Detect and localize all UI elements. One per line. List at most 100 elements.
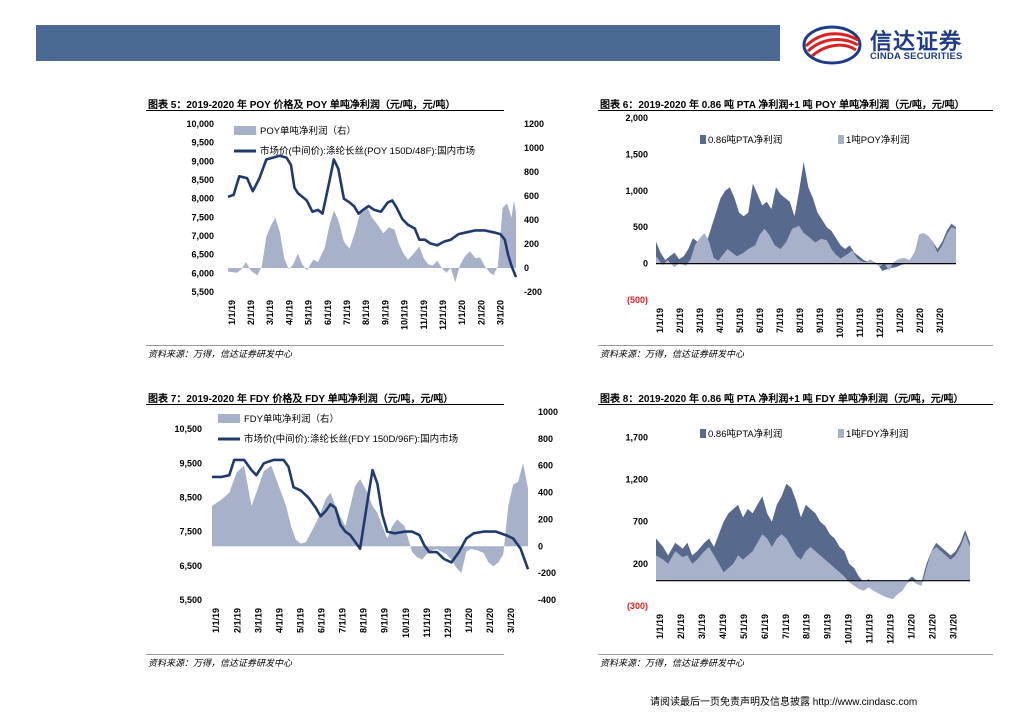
fig7-x-tick: 12/1/19: [443, 608, 453, 638]
fig5-y-right-tick: 1200: [524, 119, 544, 129]
fig7-x-tick: 8/1/19: [359, 608, 369, 633]
fig6-x-tick: 3/1/19: [695, 308, 705, 333]
fig8-title-rule: [598, 404, 993, 405]
fig6-title: 图表 6：2019-2020 年 0.86 吨 PTA 净利润+1 吨 POY …: [600, 100, 965, 111]
fig6-fiber-area: [656, 225, 956, 271]
brand-logo-icon: [802, 25, 862, 65]
fig7-x-tick: 9/1/19: [380, 608, 390, 633]
brand-name-cn: 信达证券: [870, 29, 963, 54]
fig8-y-tick: 1,700: [625, 432, 648, 442]
fig6-y-tick: 1,500: [625, 149, 648, 159]
fig7-y-left-tick: 8,500: [179, 492, 202, 502]
fig5-x-tick: 5/1/19: [304, 300, 314, 325]
fig6-chart: 2,000 1,500 1,000 500 0 (500) 1/1/19 2/1/19 3/1/…: [625, 113, 956, 338]
fig8-legend-pta-label: 0.86吨PTA净利润: [708, 428, 782, 440]
fig6-source-rule: [598, 345, 993, 346]
fig8-source: 资料来源：万得，信达证券研发中心: [600, 658, 745, 668]
fig7-y-right-tick: 0: [538, 541, 543, 551]
fig8-x-tick: 3/1/20: [948, 614, 958, 639]
fig5-x-tick: 9/1/19: [380, 300, 390, 325]
fig5-y-left-tick: 6,000: [191, 268, 214, 278]
fig6-x-tick: 7/1/19: [775, 308, 785, 333]
fig6-x-tick: 2/1/20: [915, 308, 925, 333]
fig5-y-left-tick: 7,500: [191, 212, 214, 222]
fig8-chart: 1,700 1,200 700 200 (300) 1/1/19 2/1/19 3/1/19 4…: [625, 428, 970, 644]
fig6-legend-pta-label: 0.86吨PTA净利润: [708, 134, 782, 146]
fig6-x-tick: 12/1/19: [875, 308, 885, 338]
fig5-y-left-tick: 7,000: [191, 231, 214, 241]
fig6-x-tick: 4/1/19: [715, 308, 725, 333]
fig5-y-right-tick: 0: [524, 263, 529, 273]
fig5-x-tick: 12/1/19: [438, 300, 448, 330]
fig7-legend-area-label: FDY单吨净利润（右）: [244, 413, 339, 425]
fig8-x-tick: 2/1/19: [676, 614, 686, 639]
fig6-legend-fiber-swatch: [838, 135, 844, 144]
fig7-x-tick: 5/1/19: [296, 608, 306, 633]
fig7-y-right-tick: 600: [538, 461, 553, 471]
fig8-x-tick: 1/1/19: [655, 614, 665, 639]
fig5-x-tick: 1/1/19: [227, 300, 237, 325]
fig7-y-left-tick: 9,500: [179, 458, 202, 468]
fig6-y-tick: 2,000: [625, 113, 648, 123]
fig5-source: 资料来源：万得，信达证券研发中心: [148, 349, 293, 359]
fig7-price-line: [212, 458, 530, 570]
fig7-x-tick: 6/1/19: [317, 608, 327, 633]
fig7-x-tick: 3/1/20: [506, 608, 516, 633]
fig8-x-tick: 6/1/19: [760, 614, 770, 639]
fig8-fiber-area: [656, 534, 970, 600]
fig6-source: 资料来源：万得，信达证券研发中心: [600, 349, 745, 359]
fig7-y-right-tick: -200: [538, 568, 556, 578]
fig5-x-tick: 2/1/19: [246, 300, 256, 325]
fig6-y-tick: 500: [633, 222, 648, 232]
fig7-x-tick: 10/1/19: [401, 608, 411, 638]
fig7-y-right-tick: -400: [538, 595, 556, 605]
fig7-x-tick: 7/1/19: [338, 608, 348, 633]
fig5-chart: 10,000 9,500 9,000 8,500 8,000 7,500 7,000 6,50…: [186, 119, 544, 330]
header-bar: [36, 25, 780, 61]
fig5-y-left-tick: 9,500: [191, 138, 214, 148]
fig7-x-tick: 4/1/19: [274, 608, 284, 633]
fig8-legend-fiber-label: 1吨FDY净利润: [846, 428, 908, 440]
fig5-x-tick: 4/1/19: [284, 300, 294, 325]
fig5-profit-area: [228, 200, 516, 283]
fig7-legend-line-label: 市场价(中间价):涤纶长丝(FDY 150D/96F):国内市场: [244, 433, 458, 445]
fig7-x-tick: 2/1/20: [485, 608, 495, 633]
fig5-x-tick: 8/1/19: [361, 300, 371, 325]
fig8-legend-fiber-swatch: [838, 429, 844, 438]
fig5-y-right-tick: 1000: [524, 143, 544, 153]
fig5-y-left-tick: 8,000: [191, 194, 214, 204]
fig5-legend-area-label: POY单吨净利润（右）: [260, 125, 356, 137]
fig8-x-tick: 12/1/19: [886, 614, 896, 644]
fig8-x-tick: 8/1/19: [802, 614, 812, 639]
footer-disclaimer: 请阅读最后一页免责声明及信息披露 http://www.cindasc.com: [650, 697, 918, 708]
fig8-x-tick: 1/1/20: [906, 614, 916, 639]
fig7-source: 资料来源：万得，信达证券研发中心: [148, 658, 293, 668]
fig5-y-left-tick: 5,500: [191, 287, 214, 297]
fig6-y-tick: (500): [627, 295, 648, 305]
fig6-pta-area: [656, 161, 956, 271]
fig5-x-tick: 2/1/20: [476, 300, 486, 325]
fig5-title-rule: [146, 110, 504, 111]
fig8-x-tick: 4/1/19: [718, 614, 728, 639]
fig7-y-right-tick: 800: [538, 434, 553, 444]
fig5-y-right-tick: 800: [524, 167, 539, 177]
fig6-x-tick: 8/1/19: [795, 308, 805, 333]
fig5-source-rule: [146, 345, 504, 346]
fig8-y-tick: 1,200: [625, 474, 648, 484]
fig5-x-tick: 6/1/19: [323, 300, 333, 325]
fig5-y-right-tick: 600: [524, 191, 539, 201]
fig7-source-rule: [146, 654, 504, 655]
fig8-title: 图表 8：2019-2020 年 0.86 吨 PTA 净利润+1 吨 FDY …: [600, 394, 964, 405]
fig5-x-tick: 3/1/20: [496, 300, 506, 325]
fig7-x-tick: 11/1/19: [422, 608, 432, 638]
fig5-price-line: [227, 154, 518, 278]
fig8-source-rule: [598, 654, 993, 655]
fig8-x-tick: 7/1/19: [781, 614, 791, 639]
fig6-x-tick: 6/1/19: [755, 308, 765, 333]
fig5-legend-area-swatch: [234, 126, 256, 135]
fig5-legend-line-label: 市场价(中间价):涤纶长丝(POY 150D/48F):国内市场: [260, 145, 475, 157]
fig8-x-tick: 11/1/19: [865, 614, 875, 644]
fig6-x-tick: 1/1/19: [655, 308, 665, 333]
fig7-y-right-tick: 200: [538, 514, 553, 524]
fig6-legend-fiber-label: 1吨POY净利润: [846, 134, 909, 146]
